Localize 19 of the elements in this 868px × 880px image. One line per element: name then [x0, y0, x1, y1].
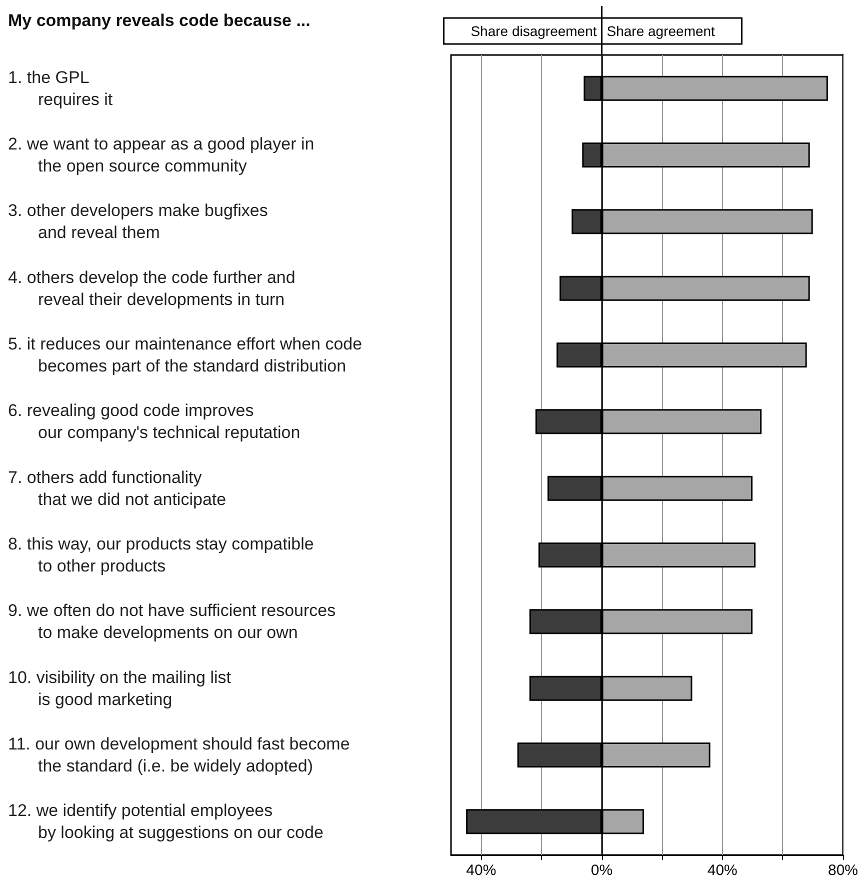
y-tick-label: 5. it reduces our maintenance effort when code becomes part of the standard distribution	[8, 334, 362, 376]
y-tick-label: 12. we identify potential employees by looking at suggestions on our code	[8, 801, 324, 842]
x-tick-label: 40%	[466, 862, 496, 879]
y-tick-label: 7. others add functionality that we did not anticipate	[8, 468, 226, 509]
y-tick-label: 6. revealing good code improves our company's technical reputation	[8, 401, 300, 442]
x-tick-label: 0%	[590, 862, 613, 879]
text: Share disagreement	[470, 23, 597, 39]
y-tick-label: 1. the GPL requires it	[8, 68, 113, 109]
y-tick-label: 2. we want to appear as a good player in the open source community	[8, 134, 314, 176]
y-tick-label: 10. visibility on the mailing list is good marketing	[8, 668, 232, 709]
text: Share agreement	[606, 23, 716, 39]
x-tick-label: 40%	[707, 862, 738, 879]
y-tick-label: 9. we often do not have sufficient resources to make developments on our own	[8, 601, 336, 642]
y-tick-label: 4. others develop the code further and reveal their developments in turn	[8, 268, 296, 309]
y-tick-label: 11. our own development should fast become the standard (i.e. be widely adopted)	[8, 734, 350, 776]
text: My company reveals code because ...	[8, 11, 310, 30]
y-tick-label: 8. this way, our products stay compatible to other products	[8, 534, 314, 576]
y-tick-label: 3. other developers make bugfixes and reveal them	[8, 201, 268, 242]
x-tick-label: 80%	[828, 862, 858, 879]
